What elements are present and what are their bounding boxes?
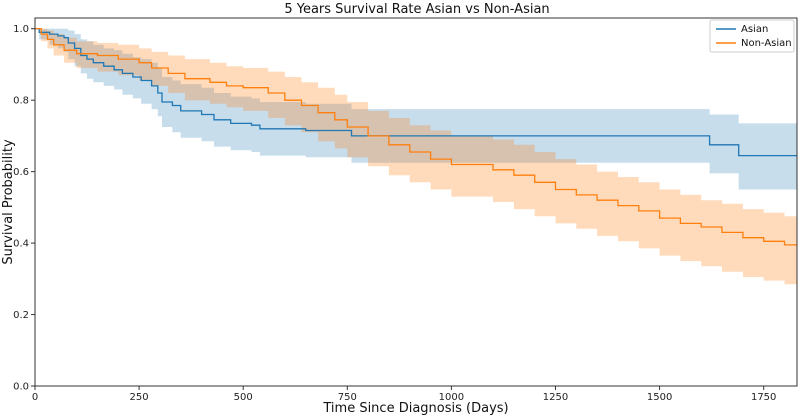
confidence-band-non-asian — [35, 28, 797, 285]
survival-lines — [35, 28, 797, 246]
y-tick-label: 0.0 — [13, 382, 29, 393]
y-tick-label: 0.6 — [13, 167, 29, 178]
x-axis-label: Time Since Diagnosis (Days) — [322, 401, 508, 416]
plot-frame — [34, 17, 798, 387]
y-axis-label: Survival Probability — [1, 139, 16, 265]
legend: Asian Non-Asian — [709, 19, 795, 53]
x-tick-label: 0 — [32, 392, 38, 403]
x-tick-label: 500 — [234, 392, 253, 403]
x-tick-label: 1250 — [543, 392, 568, 403]
legend-box — [709, 19, 795, 53]
y-tick-label: 1.0 — [13, 24, 29, 35]
survival-line-non-asian — [35, 28, 797, 246]
y-tick-label: 0.8 — [13, 96, 29, 107]
x-tick-label: 1750 — [751, 392, 776, 403]
y-tick-label: 0.2 — [13, 310, 29, 321]
x-tick-label: 250 — [130, 392, 149, 403]
survival-line-asian — [35, 28, 797, 157]
legend-label-asian: Asian — [741, 24, 768, 35]
x-axis-ticks: 0 250 500 750 1000 1250 1500 1750 — [32, 386, 776, 403]
x-tick-label: 1000 — [439, 392, 464, 403]
confidence-bands — [35, 28, 797, 285]
x-tick-label: 1500 — [647, 392, 672, 403]
legend-label-non-asian: Non-Asian — [741, 38, 792, 49]
confidence-band-asian — [35, 28, 797, 190]
y-tick-label: 0.4 — [13, 239, 29, 250]
y-axis-ticks: 0.0 0.2 0.4 0.6 0.8 1.0 — [13, 24, 35, 393]
chart-title: 5 Years Survival Rate Asian vs Non-Asian — [284, 2, 549, 17]
x-tick-label: 750 — [338, 392, 357, 403]
